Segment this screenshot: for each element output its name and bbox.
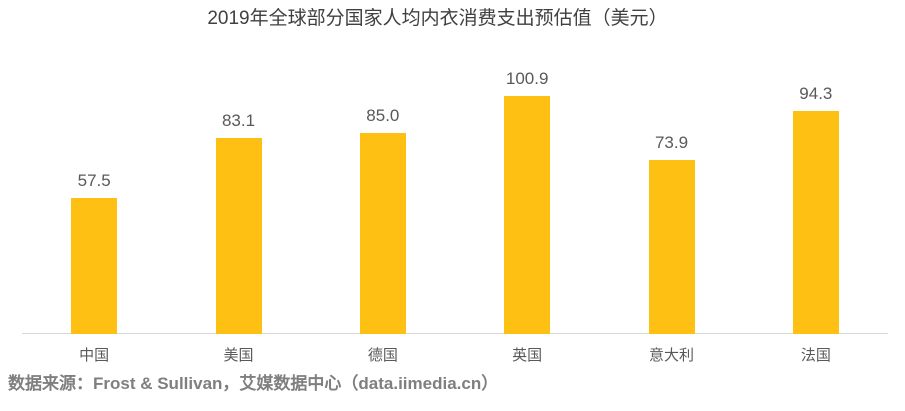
category-label: 英国 [512,347,543,364]
bar-value-label: 94.3 [799,84,833,103]
bar [359,133,406,334]
category-label: 法国 [800,347,831,364]
category-label: 中国 [79,347,110,364]
category-label: 德国 [367,347,398,364]
bar-value-label: 57.5 [77,171,111,190]
bar [792,111,839,334]
bar [504,96,551,334]
chart-title: 2019年全球部分国家人均内衣消费支出预估值（美元） [207,8,668,29]
category-label: 意大利 [648,347,694,364]
bar-value-label: 73.9 [654,133,689,152]
category-label: 美国 [223,347,254,364]
x-axis-line [22,333,888,334]
bar [71,198,118,334]
bar-value-label: 85.0 [366,106,400,125]
bar-value-label: 83.1 [221,111,256,130]
bar-value-label: 100.9 [505,69,549,88]
bar [648,160,695,334]
source-note: 数据来源：Frost & Sullivan，艾媒数据中心（data.iimedi… [8,374,499,393]
bar [215,138,262,334]
